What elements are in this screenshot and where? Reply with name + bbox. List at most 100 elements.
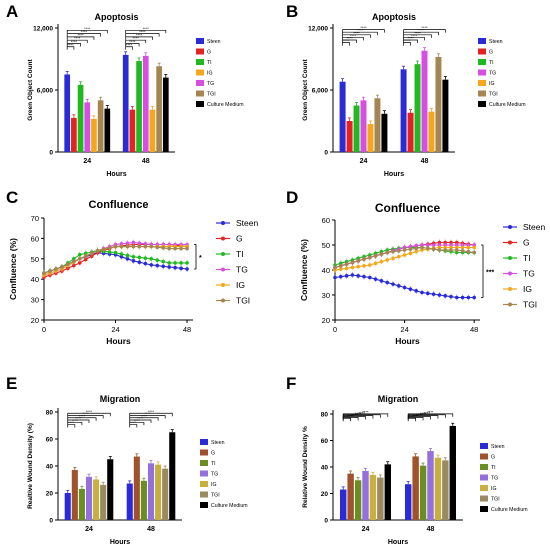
legend-label-a-ig: IG — [207, 71, 212, 77]
data-point-c-tgi — [107, 246, 112, 250]
data-point-d-tgi — [414, 246, 418, 251]
sig-label-f: **** — [424, 410, 431, 415]
bar-f-ig-48 — [434, 457, 442, 520]
legend-label-a-steen: Steen — [207, 39, 221, 45]
data-point-d-steen — [391, 282, 395, 286]
data-point-c-steen — [167, 265, 171, 269]
chart-migration-f: Migration 0 20 40 60 80 Relative Wound Density… — [302, 394, 528, 546]
chart-title-d: Confluence — [375, 201, 441, 215]
panel-label-f: F — [286, 374, 297, 393]
data-point-d-tg — [431, 243, 436, 247]
sig-bracket-e — [129, 419, 152, 424]
legend-swatch-a-steen — [196, 38, 204, 44]
data-point-c-tgi — [54, 267, 58, 271]
bar-a-ti-48 — [136, 61, 142, 152]
data-point-d-tgi — [437, 248, 442, 252]
data-point-c-tgi — [113, 244, 118, 249]
legend-label-d-ig: IG — [523, 284, 532, 294]
x-tick-label-a: 48 — [142, 158, 150, 165]
legend-label-c-tg: TG — [236, 265, 248, 275]
legend-marker-c-steen — [221, 221, 225, 225]
data-point-c-tgi — [77, 257, 82, 261]
legend-label-c-steen: Steen — [236, 218, 258, 228]
legend-swatch-e-tg — [200, 470, 208, 477]
y-tick-label-c: 60 — [31, 234, 39, 243]
y-axis-label-d: Confluence (%) — [299, 239, 309, 301]
sig-bracket-a — [125, 39, 147, 44]
bar-b-steen-48 — [400, 69, 407, 152]
legend-marker-d-ig — [508, 287, 512, 291]
bar-f-ti-48 — [419, 465, 427, 520]
bar-b-tgi-48 — [435, 56, 442, 152]
bar-a-steen-48 — [122, 54, 129, 152]
data-point-c-ti — [113, 250, 118, 255]
data-point-d-steen — [455, 295, 459, 300]
sig-label-a: **** — [129, 39, 136, 44]
y-tick-label-d: 40 — [322, 266, 330, 275]
sig-bracket-a — [125, 33, 160, 37]
data-point-d-steen — [379, 279, 384, 283]
data-point-c-steen — [179, 266, 183, 271]
x-tick-label-e: 48 — [147, 526, 155, 533]
data-point-d-tgi — [333, 265, 337, 270]
bar-b-g-48 — [407, 112, 414, 152]
x-tick-label-e: 24 — [85, 526, 93, 533]
data-point-d-tgi — [350, 260, 355, 265]
data-point-c-tgi — [72, 259, 76, 264]
chart-title-a: Apoptosis — [95, 12, 139, 22]
y-tick-label-e: 0 — [49, 518, 53, 525]
legend-swatch-a-ig — [196, 69, 204, 76]
bar-f-culture-medium-24 — [384, 464, 391, 520]
data-point-d-ig — [414, 249, 418, 254]
sig-label-e: **** — [86, 409, 93, 414]
legend-swatch-a-g — [196, 48, 204, 55]
bar-e-tg-48 — [147, 463, 155, 520]
data-point-d-steen — [362, 274, 366, 279]
bar-e-g-24 — [71, 470, 78, 520]
data-point-d-steen — [420, 290, 424, 295]
x-tick-label-c: 0 — [42, 325, 46, 334]
legend-swatch-e-g — [200, 449, 208, 456]
data-point-c-ti — [167, 261, 171, 265]
sig-label-b: **** — [411, 33, 418, 38]
data-point-c-tgi — [66, 262, 70, 267]
data-point-c-ti — [119, 252, 124, 256]
legend-label-b-tg: TG — [489, 71, 496, 77]
data-point-d-ig — [350, 265, 355, 270]
y-tick-label-d: 60 — [322, 216, 330, 225]
data-point-d-steen — [408, 287, 413, 291]
data-point-c-tgi — [83, 254, 88, 258]
data-point-d-steen — [373, 277, 378, 281]
sig-bracket-e — [129, 415, 166, 419]
data-point-c-ti — [143, 256, 148, 260]
data-point-d-ig — [460, 245, 465, 250]
data-point-d-tgi — [362, 257, 366, 261]
data-point-c-ti — [77, 252, 82, 257]
data-point-d-steen — [426, 291, 430, 296]
legend-label-a-tg: TG — [207, 81, 214, 87]
legend-label-c-ig: IG — [236, 280, 245, 290]
y-tick-label-d: 30 — [322, 291, 330, 300]
bar-b-ti-24 — [353, 105, 360, 152]
sig-bracket-c — [194, 244, 197, 270]
data-point-c-tgi — [60, 265, 64, 269]
x-tick-label-d: 48 — [470, 325, 478, 334]
data-point-d-tgi — [397, 249, 401, 253]
legend-label-e-tg: TG — [211, 472, 218, 478]
y-axis-label-a: Green Object Count — [27, 58, 34, 120]
data-point-d-steen — [460, 295, 465, 300]
data-point-c-ti — [107, 250, 112, 254]
legend-marker-d-ti — [508, 256, 512, 260]
bar-a-ig-48 — [149, 109, 156, 152]
data-point-d-ig — [368, 263, 372, 267]
data-point-c-tgi — [89, 251, 94, 256]
bar-b-g-24 — [346, 121, 353, 152]
x-tick-label-a: 24 — [83, 158, 91, 165]
y-tick-label-f: 80 — [321, 412, 329, 419]
x-tick-label-f: 48 — [427, 526, 435, 533]
sig-bracket-b — [403, 31, 439, 36]
data-point-c-tgi — [95, 248, 100, 253]
bar-b-steen-24 — [339, 81, 346, 152]
chart-confluence-d: Confluence 20 30 40 50 60 0 24 48 Confluence (%) H… — [299, 201, 545, 346]
sig-bracket-b — [403, 37, 425, 41]
